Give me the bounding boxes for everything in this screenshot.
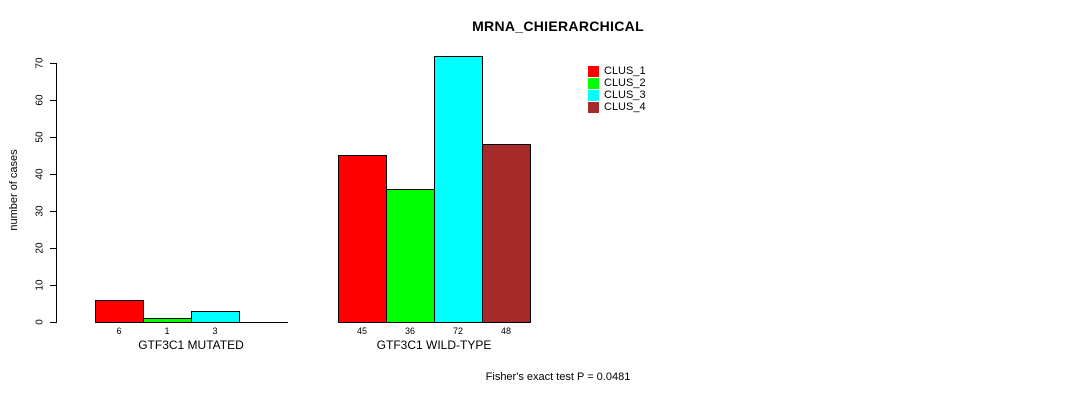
bar-clus_4-group2 <box>482 144 531 323</box>
y-tick-label: 70 <box>34 57 46 69</box>
y-tick-mark <box>50 248 56 249</box>
y-tick-label: 30 <box>34 205 46 217</box>
y-tick-mark <box>50 174 56 175</box>
y-axis-line <box>56 63 57 323</box>
bar-value-label: 3 <box>212 326 218 336</box>
bar-clus_3-group2 <box>434 56 483 323</box>
bar-clus_1-group2 <box>338 155 387 323</box>
legend-swatch-clus_2 <box>588 77 599 89</box>
legend-item-clus_3: CLUS_3 <box>588 89 646 101</box>
y-tick-label: 50 <box>34 131 46 143</box>
y-tick-mark <box>50 137 56 138</box>
y-tick-mark <box>50 100 56 101</box>
bar-value-label: 6 <box>116 326 122 336</box>
bar-clus_2-group1 <box>143 318 192 323</box>
legend-item-clus_1: CLUS_1 <box>588 65 646 77</box>
legend-label: CLUS_3 <box>604 89 646 101</box>
legend-label: CLUS_1 <box>604 65 646 77</box>
y-tick-mark <box>50 63 56 64</box>
legend-item-clus_4: CLUS_4 <box>588 101 646 113</box>
group-label: GTF3C1 WILD-TYPE <box>376 338 492 352</box>
bar-clus_1-group1 <box>95 300 144 323</box>
y-tick-label: 10 <box>34 279 46 291</box>
group-label: GTF3C1 MUTATED <box>138 338 244 352</box>
y-tick-mark <box>50 322 56 323</box>
stat-annotation: Fisher's exact test P = 0.0481 <box>485 371 631 383</box>
legend-swatch-clus_1 <box>588 65 599 77</box>
bar-clus_2-group2 <box>386 189 435 323</box>
y-tick-mark <box>50 285 56 286</box>
bar-clus_4-group1 <box>239 322 288 323</box>
legend: CLUS_1 CLUS_2 CLUS_3 CLUS_4 <box>588 65 646 113</box>
bar-value-label: 1 <box>164 326 170 336</box>
legend-label: CLUS_2 <box>604 77 646 89</box>
y-tick-label: 60 <box>34 94 46 106</box>
legend-item-clus_2: CLUS_2 <box>588 77 646 89</box>
y-tick-mark <box>50 211 56 212</box>
legend-label: CLUS_4 <box>604 101 646 113</box>
bar-clus_3-group1 <box>191 311 240 323</box>
bar-value-label: 45 <box>356 326 368 336</box>
bar-value-label: 48 <box>500 326 512 336</box>
chart-title: MRNA_CHIERARCHICAL <box>472 18 644 34</box>
bar-value-label: 72 <box>452 326 464 336</box>
y-tick-label: 40 <box>34 168 46 180</box>
legend-swatch-clus_4 <box>588 101 599 113</box>
legend-swatch-clus_3 <box>588 89 599 101</box>
y-tick-label: 0 <box>34 319 46 325</box>
bar-value-label: 36 <box>404 326 416 336</box>
y-tick-label: 20 <box>34 242 46 254</box>
